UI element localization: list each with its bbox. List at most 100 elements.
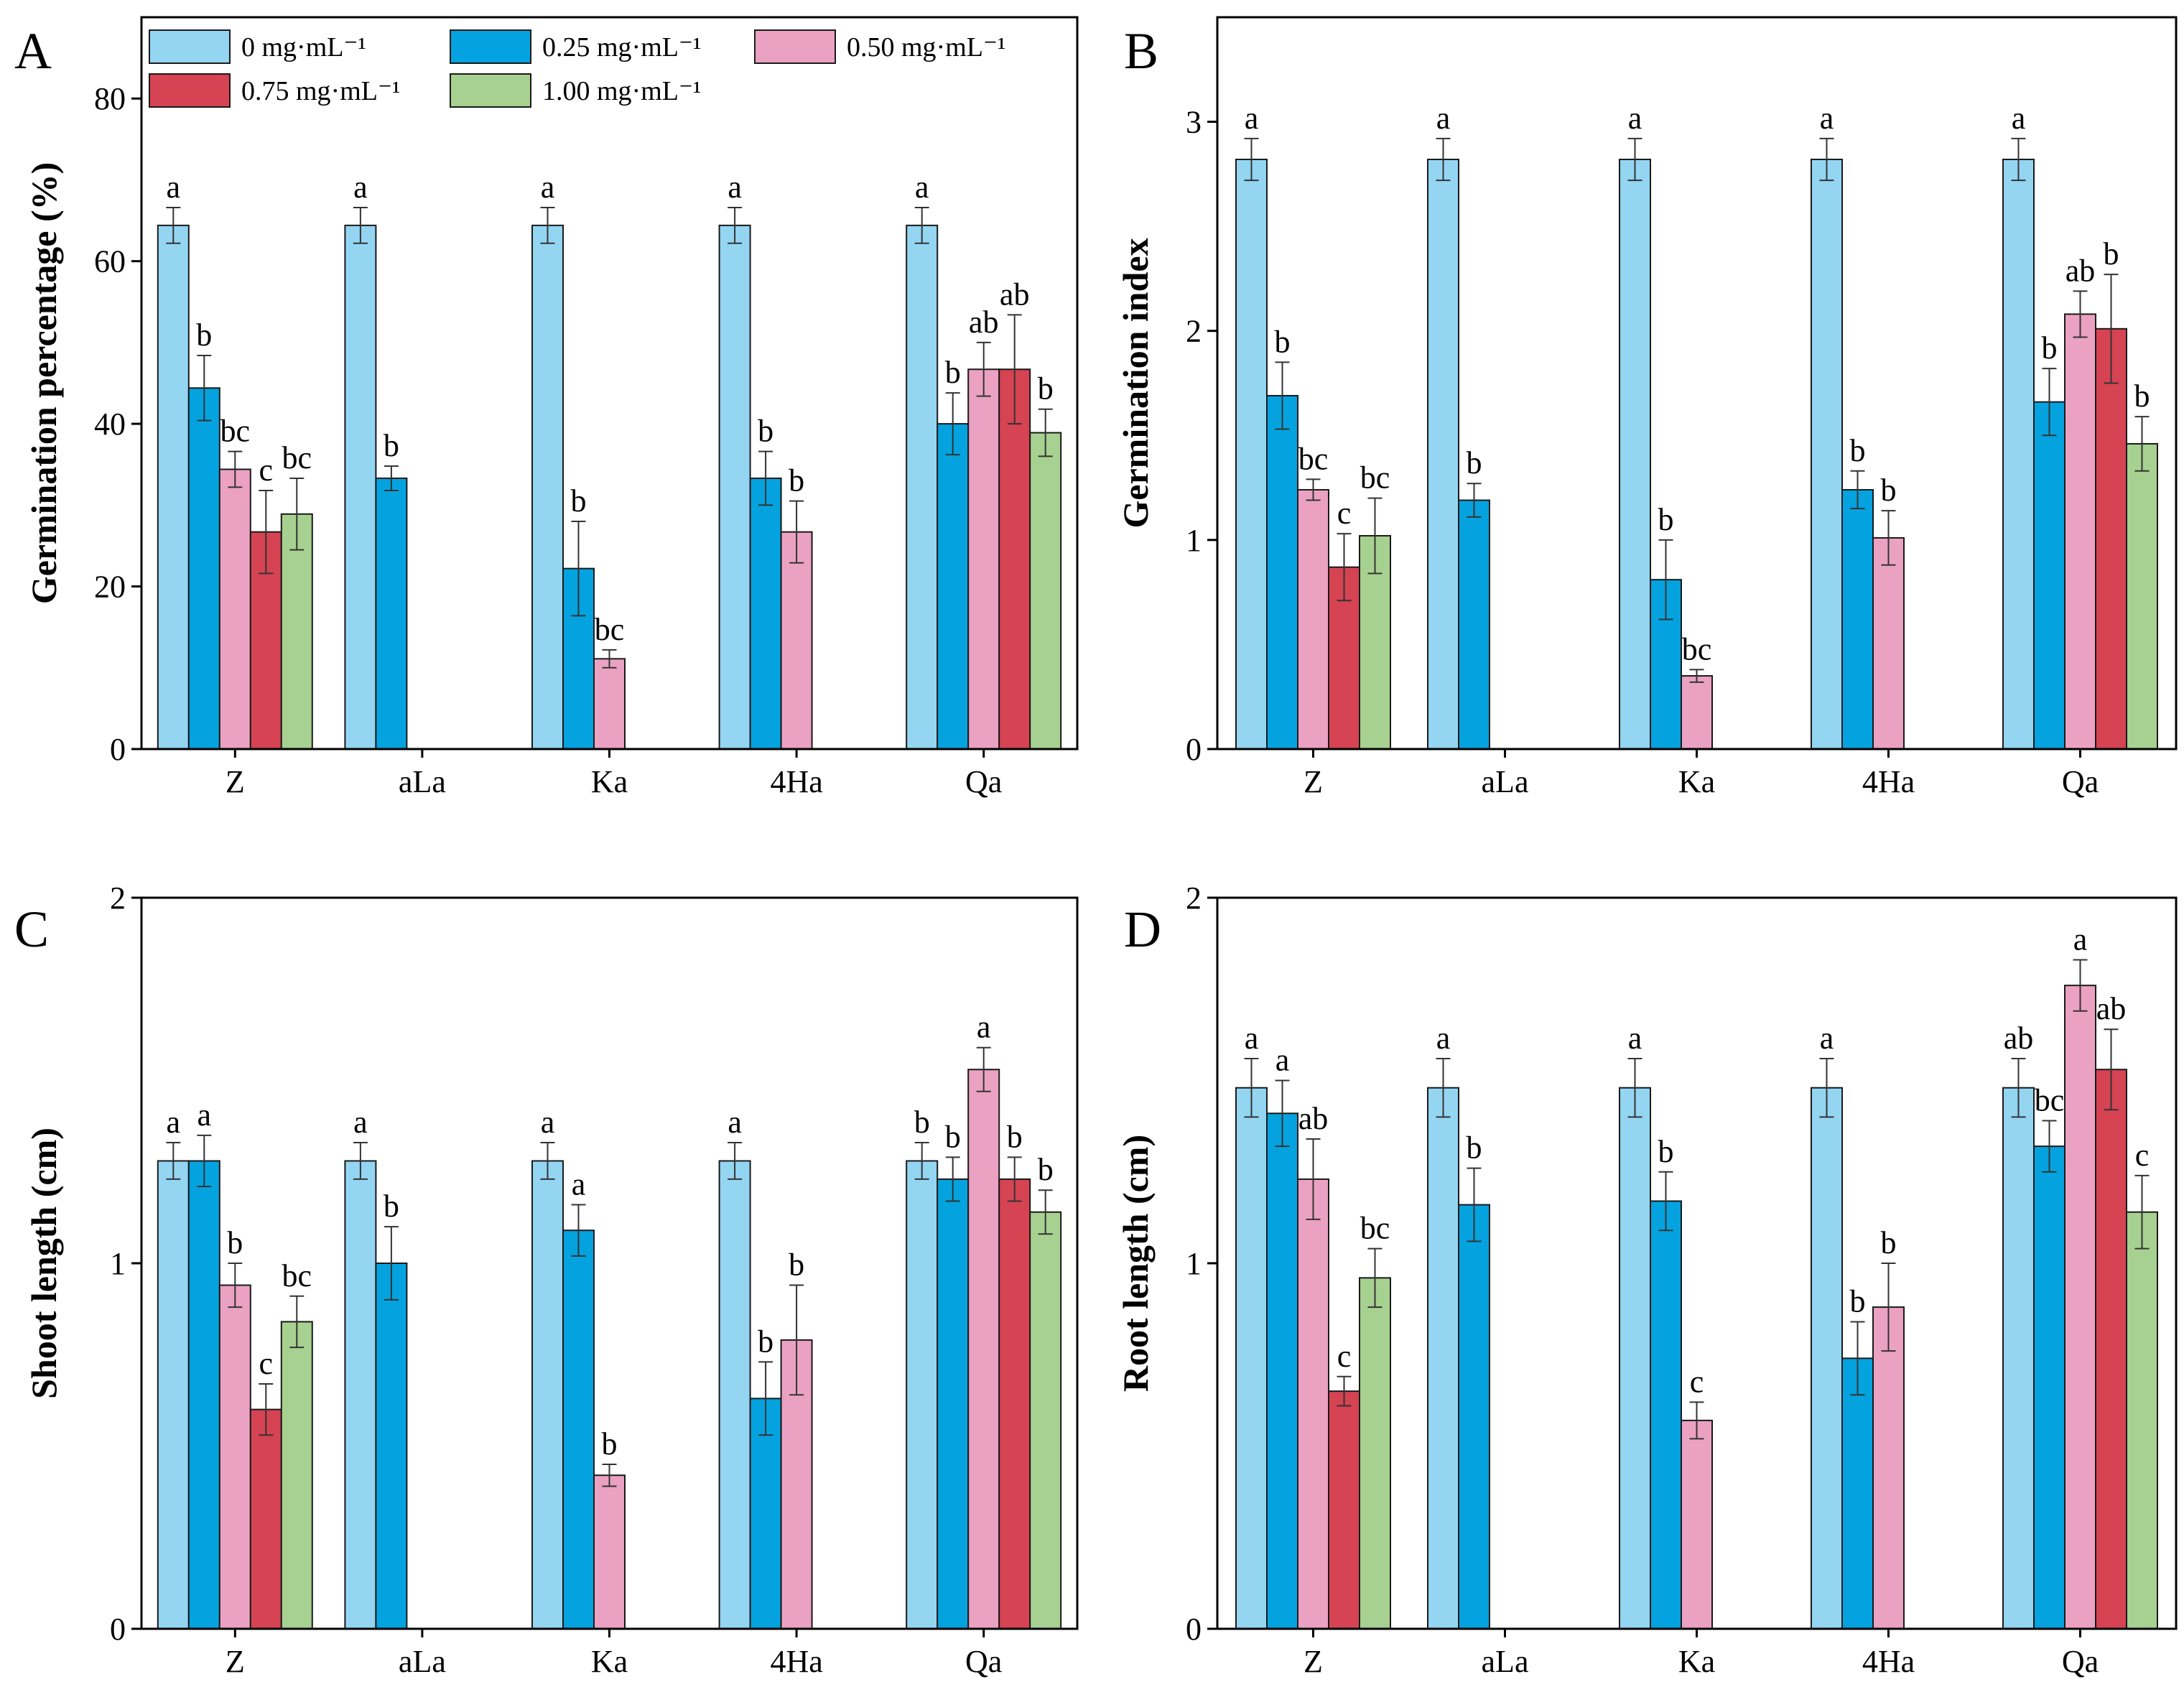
bar-c-ka-s2 — [593, 1474, 626, 1630]
bar-c-qa-s0 — [906, 1160, 939, 1630]
bar-b-4ha-s0 — [1811, 158, 1843, 750]
x-tick-label: aLa — [399, 764, 446, 799]
bar-b-ka-s0 — [1619, 158, 1651, 750]
bar-a-ala-s0 — [344, 224, 377, 750]
significance-label: bc — [282, 1258, 312, 1293]
y-tick-label: 40 — [94, 406, 126, 442]
significance-label: ab — [2096, 991, 2127, 1026]
significance-label: c — [259, 452, 274, 488]
bar-d-4ha-s0 — [1811, 1087, 1843, 1630]
significance-label: a — [541, 1105, 555, 1140]
significance-label: a — [541, 169, 555, 205]
bar-c-ka-s0 — [531, 1160, 564, 1630]
y-tick-label: 0 — [1186, 1612, 1202, 1647]
x-tick-label: Z — [1304, 764, 1323, 799]
bar-c-ka-s1 — [562, 1230, 595, 1630]
bar-a-z-s2 — [218, 468, 251, 750]
bar-d-z-s1 — [1266, 1112, 1298, 1630]
significance-label: ab — [2004, 1021, 2034, 1056]
significance-label: bc — [595, 612, 625, 647]
legend-swatch — [149, 73, 231, 108]
bar-a-qa-s2 — [967, 368, 1000, 750]
bar-d-z-s2 — [1297, 1178, 1329, 1630]
bar-b-qa-s1 — [2033, 401, 2065, 750]
bar-a-qa-s1 — [937, 423, 970, 750]
y-tick-label: 3 — [1186, 105, 1202, 140]
bar-c-z-s3 — [249, 1408, 282, 1630]
significance-label: a — [353, 169, 368, 205]
bar-c-z-s1 — [187, 1160, 220, 1630]
bar-a-z-s0 — [157, 224, 190, 750]
y-axis-title: Germination percentage (%) — [24, 162, 64, 605]
x-tick-label: 4Ha — [770, 1644, 822, 1679]
plot-frame — [1216, 896, 2178, 1630]
panel-letter: A — [14, 22, 52, 80]
significance-label: b — [758, 414, 773, 449]
plot-frame — [1216, 16, 2178, 750]
bar-b-ala-s1 — [1458, 499, 1490, 750]
significance-label: a — [1436, 101, 1451, 136]
legend-label: 1.00 mg·mL⁻¹ — [542, 76, 701, 106]
significance-label: a — [353, 1105, 368, 1140]
significance-label: b — [789, 1247, 804, 1283]
bar-c-qa-s1 — [937, 1178, 970, 1630]
plot-frame — [140, 16, 1079, 750]
significance-label: ab — [1298, 1101, 1329, 1136]
x-tick-label: Ka — [591, 764, 628, 799]
y-tick-label: 0 — [1186, 732, 1202, 767]
significance-label: a — [728, 169, 742, 205]
significance-label: b — [1467, 445, 1482, 480]
bar-b-z-s1 — [1266, 394, 1298, 750]
significance-label: b — [945, 1119, 961, 1154]
bar-d-4ha-s1 — [1841, 1357, 1874, 1630]
significance-label: c — [1337, 496, 1352, 531]
y-tick-label: 1 — [1186, 523, 1202, 558]
bar-b-qa-s2 — [2064, 313, 2096, 750]
significance-label: b — [2134, 378, 2150, 414]
significance-label: b — [914, 1105, 930, 1140]
significance-label: a — [1820, 1021, 1834, 1056]
y-tick-label: 20 — [94, 570, 126, 605]
significance-label: a — [915, 169, 929, 205]
significance-label: ab — [969, 305, 999, 340]
significance-label: b — [1658, 502, 1674, 537]
x-tick-label: aLa — [399, 1644, 446, 1679]
bar-d-ala-s0 — [1427, 1087, 1459, 1630]
y-axis-title: Germination index — [1115, 238, 1156, 528]
significance-label: b — [1850, 433, 1866, 468]
x-tick-label: 4Ha — [770, 764, 822, 799]
significance-label: b — [2104, 236, 2119, 271]
legend-item: 0.25 mg·mL⁻¹ — [450, 29, 701, 64]
legend-swatch — [149, 29, 231, 64]
bar-b-4ha-s2 — [1872, 536, 1905, 750]
significance-label: bc — [1360, 1211, 1390, 1246]
bar-c-qa-s2 — [967, 1069, 1000, 1630]
bar-b-4ha-s1 — [1841, 488, 1874, 750]
significance-label: a — [2073, 922, 2088, 957]
bar-a-qa-s3 — [998, 368, 1031, 750]
significance-label: c — [259, 1346, 274, 1381]
significance-label: a — [572, 1167, 586, 1202]
significance-label: b — [2042, 330, 2058, 366]
y-tick-label: 0 — [110, 732, 126, 767]
significance-label: a — [977, 1010, 991, 1045]
bar-a-ka-s0 — [531, 224, 564, 750]
y-tick-label: 1 — [110, 1246, 126, 1281]
x-tick-label: Ka — [1678, 1644, 1715, 1679]
significance-label: b — [571, 483, 587, 519]
significance-label: a — [1275, 1043, 1290, 1078]
significance-label: bc — [220, 414, 251, 449]
bar-d-qa-s1 — [2033, 1145, 2065, 1630]
panel-letter: B — [1124, 22, 1158, 80]
bar-c-ala-s1 — [375, 1263, 408, 1630]
bar-a-4ha-s2 — [780, 531, 813, 750]
legend-item: 0 mg·mL⁻¹ — [149, 29, 366, 64]
bar-c-z-s0 — [157, 1160, 190, 1630]
significance-label: a — [1820, 101, 1834, 136]
bar-d-ka-s2 — [1681, 1419, 1713, 1630]
